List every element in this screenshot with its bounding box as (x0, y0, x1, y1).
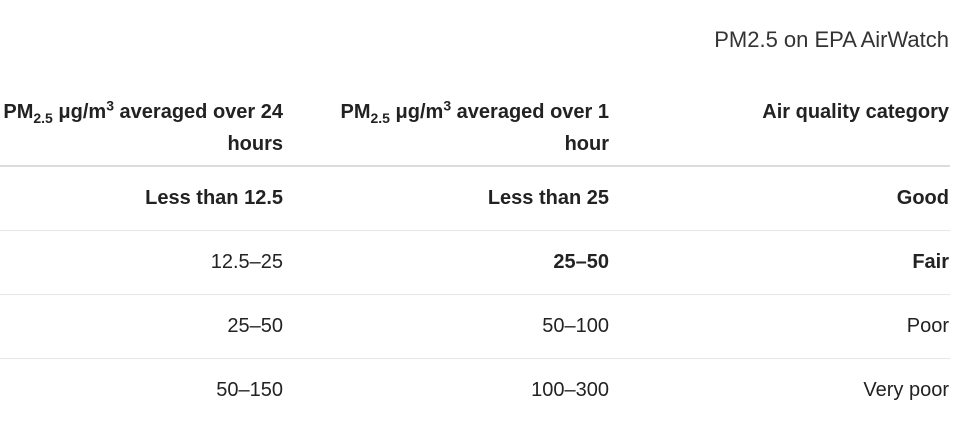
cell-1h: Less than 25 (294, 166, 620, 231)
cell-24h: 12.5–25 (0, 230, 294, 295)
cell-category: Very poor (863, 378, 949, 401)
table-row: 12.5–25 25–50 Fair (0, 230, 950, 295)
cell-24h: 50–150 (216, 378, 283, 401)
header-1h-average: PM2.5 μg/m3 averaged over 1 hour (294, 88, 620, 167)
table-row: Less than 12.5 Less than 25 Good (0, 166, 950, 231)
cell-24h: Less than 12.5 (0, 166, 294, 231)
cell-24h: 25–50 (0, 294, 294, 359)
cell-category: Poor (620, 294, 950, 359)
cell-category: Fair (620, 230, 950, 295)
header-row: PM2.5 μg/m3 averaged over 24 hours PM2.5… (0, 88, 950, 167)
table-caption: PM2.5 on EPA AirWatch (714, 27, 949, 52)
cell-1h: 25–50 (294, 230, 620, 295)
air-quality-table: PM2.5 μg/m3 averaged over 24 hours PM2.5… (0, 88, 950, 422)
table-row: 25–50 50–100 Poor (0, 294, 950, 359)
cell-1h: 100–300 (531, 378, 609, 401)
table-row: 50–150 100–300 Very poor (0, 358, 950, 422)
cell-category: Good (620, 166, 950, 231)
header-category: Air quality category (620, 88, 950, 167)
cell-1h: 50–100 (294, 294, 620, 359)
header-24h-average: PM2.5 μg/m3 averaged over 24 hours (0, 88, 294, 167)
